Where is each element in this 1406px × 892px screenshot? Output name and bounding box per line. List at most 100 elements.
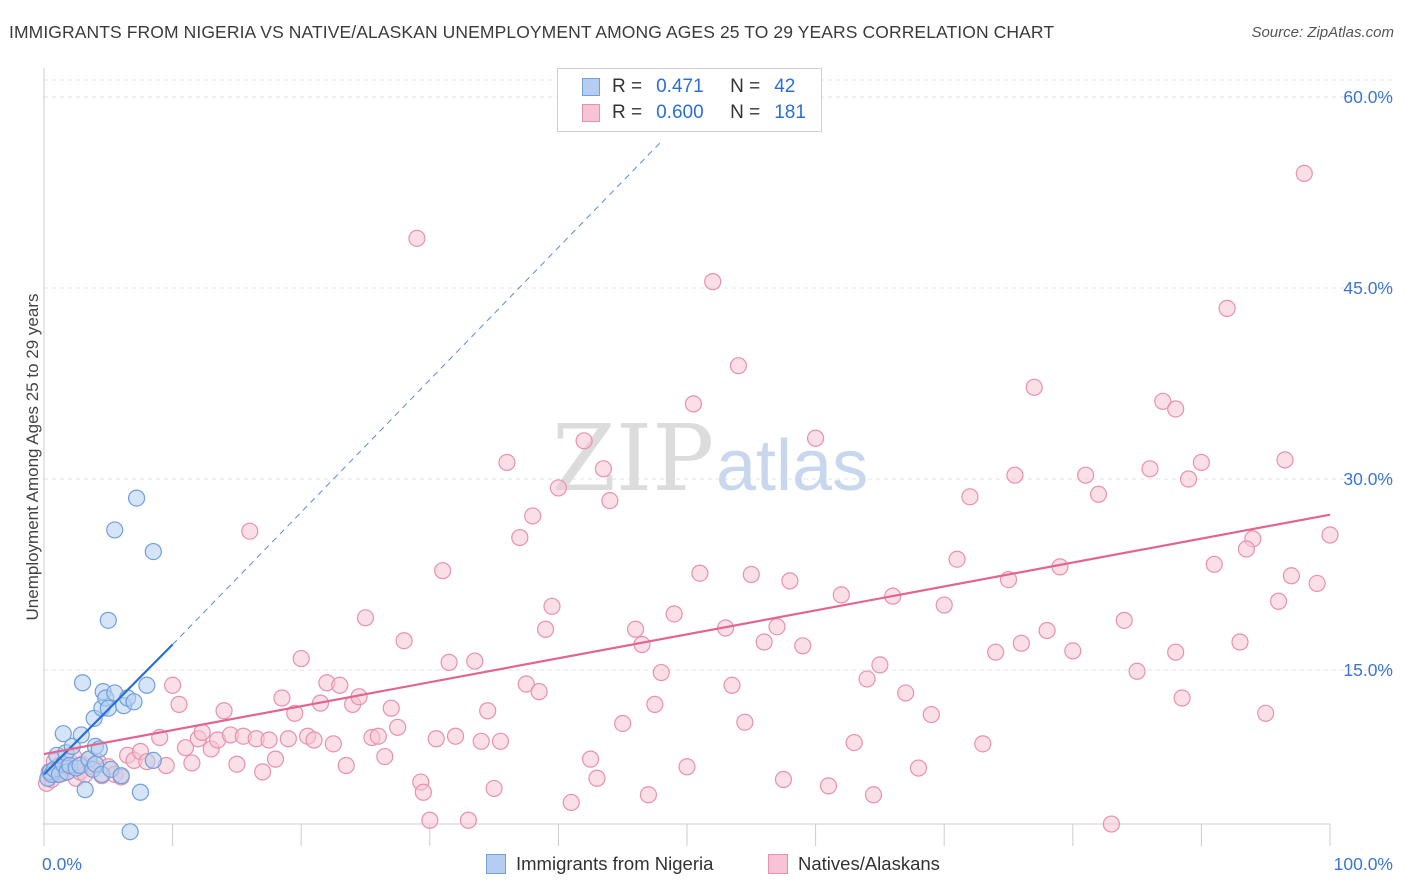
native-point	[562, 793, 580, 812]
native-point	[376, 747, 394, 766]
native-point	[588, 769, 606, 787]
nigeria-point	[54, 725, 72, 743]
native-point	[871, 656, 889, 674]
native-point	[1102, 815, 1120, 833]
bottom-swatch-blue	[486, 854, 506, 874]
nigeria-points	[39, 489, 162, 841]
native-point	[517, 675, 535, 693]
native-point	[549, 479, 568, 497]
native-point	[626, 620, 645, 638]
native-point	[755, 633, 773, 651]
nigeria-point	[76, 781, 94, 799]
native-point	[742, 565, 760, 584]
native-point	[1295, 164, 1313, 182]
native-point	[1154, 392, 1172, 410]
legend-row-nigeria: R = 0.471 N = 42	[582, 75, 795, 99]
native-point	[614, 714, 632, 733]
watermark-atlas: atlas	[716, 426, 868, 506]
native-point	[1167, 643, 1185, 661]
native-point	[704, 273, 722, 291]
y-tick-label: 15.0%	[1343, 660, 1393, 680]
native-point	[193, 723, 211, 741]
native-point	[858, 670, 876, 688]
trend-lines	[43, 141, 1331, 776]
native-point	[382, 699, 400, 717]
native-point	[440, 653, 458, 671]
legend-n-label: N =	[730, 76, 761, 97]
native-point	[1006, 466, 1024, 484]
native-point	[1077, 466, 1095, 484]
native-point	[356, 609, 375, 627]
native-point	[511, 528, 529, 547]
native-point	[176, 739, 195, 757]
x-tick-label-min: 0.0%	[42, 854, 82, 874]
native-point	[922, 705, 940, 724]
tick-labels: 15.0% 30.0% 45.0% 60.0% 0.0% 100.0%	[42, 87, 1393, 874]
native-point	[414, 783, 432, 801]
natives-trend-line	[43, 513, 1331, 756]
native-point	[581, 750, 600, 768]
correlation-legend: R = 0.471 N = 42 R = 0.600 N = 181	[557, 68, 822, 132]
legend-n-label: N =	[730, 102, 761, 123]
bottom-legend-nigeria: Immigrants from Nigeria	[486, 852, 713, 876]
native-point	[601, 492, 619, 510]
native-point	[691, 564, 709, 582]
native-point	[864, 786, 883, 804]
native-point	[305, 731, 323, 749]
bottom-legend-natives: Natives/Alaskans	[768, 852, 940, 876]
native-point	[1038, 621, 1056, 640]
native-point	[1141, 460, 1159, 478]
source-credit: Source: ZipAtlas.com	[1251, 24, 1394, 41]
native-point	[1308, 574, 1326, 593]
native-point	[472, 732, 490, 750]
native-point	[832, 586, 850, 604]
native-point	[498, 453, 516, 472]
native-point	[254, 763, 272, 781]
native-point	[665, 605, 683, 623]
native-point	[1128, 662, 1146, 680]
nigeria-point	[144, 542, 162, 561]
native-point	[228, 755, 246, 773]
native-point	[279, 730, 297, 748]
native-point	[974, 735, 992, 753]
legend-r-value-nigeria: 0.471	[656, 76, 704, 97]
legend-swatch-pink	[582, 104, 600, 122]
native-point	[273, 689, 291, 707]
native-point	[1321, 526, 1339, 544]
native-point	[678, 758, 696, 776]
bottom-swatch-pink	[768, 854, 788, 874]
legend-r-label: R =	[612, 102, 643, 123]
native-point	[1064, 642, 1082, 660]
native-point	[897, 684, 915, 702]
native-point	[241, 522, 259, 540]
nigeria-point	[73, 674, 92, 692]
native-point	[639, 786, 658, 804]
native-point	[324, 735, 342, 753]
native-point	[723, 676, 741, 694]
native-point	[1237, 540, 1256, 558]
chart-title: IMMIGRANTS FROM NIGERIA VS NATIVE/ALASKA…	[9, 22, 1055, 42]
native-point	[292, 649, 310, 668]
y-tick-label: 45.0%	[1343, 278, 1393, 298]
native-point	[1218, 299, 1236, 317]
native-point	[260, 731, 278, 749]
native-point	[524, 507, 542, 525]
native-point	[459, 811, 477, 829]
x-tick-label-max: 100.0%	[1334, 854, 1393, 874]
nigeria-point	[125, 693, 143, 711]
native-point	[215, 702, 233, 720]
native-point	[446, 727, 465, 745]
nigeria-point	[121, 823, 139, 841]
grid-lines	[44, 79, 1395, 671]
y-axis-label: Unemployment Among Ages 25 to 29 years	[23, 294, 42, 621]
native-point	[684, 395, 703, 413]
native-point	[164, 676, 182, 694]
legend-r-label: R =	[612, 76, 643, 97]
native-point	[1025, 378, 1043, 396]
native-point	[909, 759, 928, 777]
bottom-legend-label-natives: Natives/Alaskans	[798, 853, 940, 874]
native-point	[1179, 470, 1198, 488]
native-point	[286, 704, 304, 722]
watermark: ZIP atlas	[552, 405, 868, 512]
